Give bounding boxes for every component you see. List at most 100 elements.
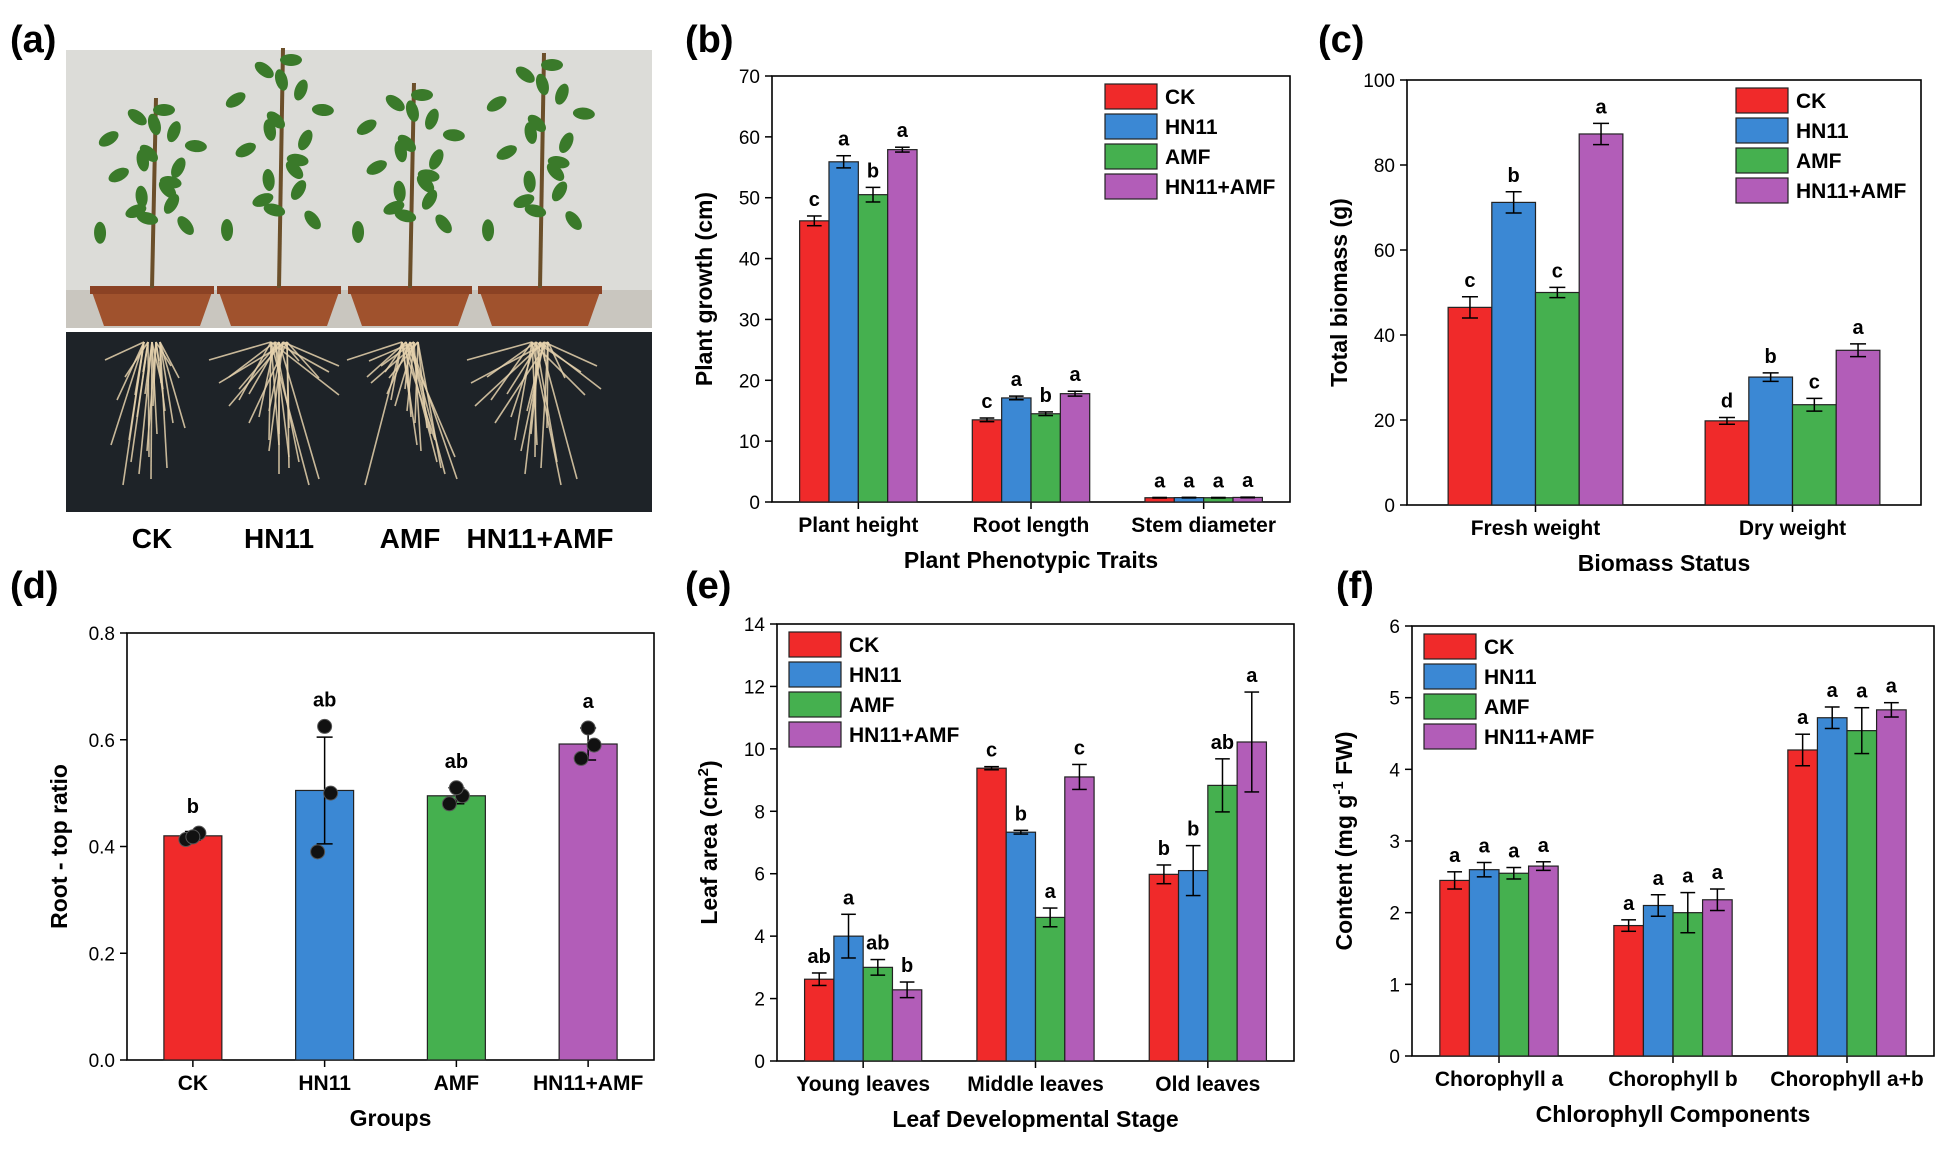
- plant-2-leaf: [280, 54, 302, 66]
- significance-letter: c: [1464, 270, 1475, 292]
- significance-letter: a: [1682, 866, 1694, 888]
- root-strand: [104, 341, 145, 361]
- bar-hn11: [1005, 831, 1037, 1062]
- bar-hn11-amf: [1701, 899, 1733, 1057]
- data-point: [310, 844, 326, 860]
- y-tick-label: 0.2: [89, 944, 115, 965]
- y-tick-label: 20: [1374, 411, 1395, 432]
- root-strand: [134, 341, 145, 396]
- legend-swatch-amf: [1735, 147, 1789, 174]
- plant-3-leaf: [394, 140, 408, 163]
- bar-hn11: [828, 161, 859, 503]
- bar-amf: [1034, 916, 1066, 1062]
- y-axis-title-main: Leaf area (cm: [696, 776, 722, 924]
- bar-ck: [1704, 420, 1750, 506]
- y-tick-label: 20: [739, 371, 760, 392]
- root-strand: [405, 341, 456, 458]
- plant-2-leaf: [304, 210, 321, 230]
- root-strand: [110, 341, 145, 446]
- root-strand: [268, 341, 272, 441]
- plant-3-leaf: [394, 209, 417, 223]
- plant-4-leaf: [546, 162, 565, 181]
- significance-letter: c: [1809, 371, 1820, 393]
- plant-3-leaf: [411, 89, 433, 101]
- y-tick-label: 40: [739, 250, 760, 271]
- legend-swatch-amf: [1423, 693, 1477, 720]
- y-tick-label: 2: [754, 990, 765, 1011]
- plant-4-pot: [480, 292, 600, 326]
- legend-swatch-hn11: [1735, 117, 1789, 144]
- legend-label-ck: CK: [1484, 636, 1514, 659]
- photo-label-hn11-amf: HN11+AMF: [466, 523, 613, 554]
- legend-swatch-hn11: [1423, 663, 1477, 690]
- significance-letter: b: [1158, 838, 1170, 860]
- plant-3-leaf: [435, 214, 452, 234]
- x-category-label: Fresh weight: [1471, 517, 1601, 540]
- plant-2-foliage: [221, 54, 334, 241]
- significance-letter: b: [867, 160, 879, 182]
- y-axis-title: Plant growth (cm): [691, 192, 717, 386]
- root-strand: [534, 341, 537, 458]
- plant-3-leaf: [405, 100, 419, 122]
- photo-label-hn11: HN11: [244, 523, 314, 554]
- plant-3-leaf: [352, 220, 365, 243]
- plant-2-pot-rim: [217, 286, 341, 294]
- significance-letter: a: [838, 129, 850, 151]
- significance-letter: ab: [866, 933, 889, 955]
- y-tick-label: 60: [739, 128, 760, 149]
- plant-1-leaf: [108, 167, 129, 183]
- significance-letter: a: [1246, 665, 1258, 687]
- significance-letter: c: [1074, 737, 1085, 759]
- x-category-label: Stem diameter: [1131, 514, 1276, 537]
- x-axis-title: Biomass Status: [1578, 550, 1751, 576]
- significance-letter: a: [1213, 470, 1225, 492]
- x-axis-title: Chlorophyll Components: [1536, 1101, 1811, 1127]
- data-point: [323, 785, 339, 801]
- y-tick-label: 6: [754, 865, 765, 886]
- legend-swatch-amf: [788, 691, 842, 718]
- y-tick-label: 40: [1374, 326, 1395, 347]
- photo-panel: CK HN11 AMF HN11+AMF: [66, 47, 652, 554]
- bar-ck: [803, 978, 835, 1062]
- significance-letter: a: [1449, 845, 1461, 867]
- root-strand: [138, 341, 153, 475]
- bar-hn11: [1468, 869, 1500, 1057]
- plant-2-leaf: [274, 69, 288, 91]
- bar-amf: [1846, 730, 1878, 1057]
- y-axis-title-main: Content (mg g: [1331, 795, 1357, 951]
- bar-ck: [799, 220, 830, 503]
- significance-letter: c: [986, 740, 997, 762]
- plant-1-leaf: [98, 131, 119, 147]
- plant-2-leaf: [263, 119, 277, 141]
- plant-1-leaf: [136, 149, 150, 172]
- plant-1-leaf: [163, 193, 180, 214]
- y-tick-label: 10: [744, 740, 765, 761]
- bar-ck: [971, 419, 1003, 503]
- plant-1-leaf: [147, 113, 161, 136]
- plant-2-leaf: [263, 203, 286, 217]
- root-strand: [388, 341, 419, 379]
- plant-2-leaf: [221, 219, 234, 241]
- y-tick-label: 6: [1389, 617, 1400, 638]
- plant-3-leaf: [393, 180, 406, 203]
- legend-swatch-ck: [1423, 633, 1477, 660]
- root-strand: [142, 341, 149, 373]
- significance-letter: a: [1538, 835, 1550, 857]
- plant-1-foliage: [94, 104, 207, 244]
- significance-letter: b: [901, 955, 913, 977]
- data-point: [317, 718, 333, 734]
- plant-4-leaf: [515, 66, 535, 83]
- root-strand: [282, 341, 340, 367]
- significance-letter: d: [1721, 390, 1733, 412]
- bar-ck: [163, 835, 223, 1061]
- root-strand: [514, 341, 533, 441]
- data-point: [185, 829, 201, 845]
- root-strand: [155, 341, 172, 367]
- photo-label-amf: AMF: [380, 523, 441, 554]
- plant-2-leaf: [311, 103, 334, 117]
- legend-label-ck: CK: [1165, 86, 1195, 109]
- root-strand: [401, 341, 410, 396]
- bar-hn11-amf: [887, 149, 918, 503]
- x-category-label: Plant height: [798, 514, 918, 537]
